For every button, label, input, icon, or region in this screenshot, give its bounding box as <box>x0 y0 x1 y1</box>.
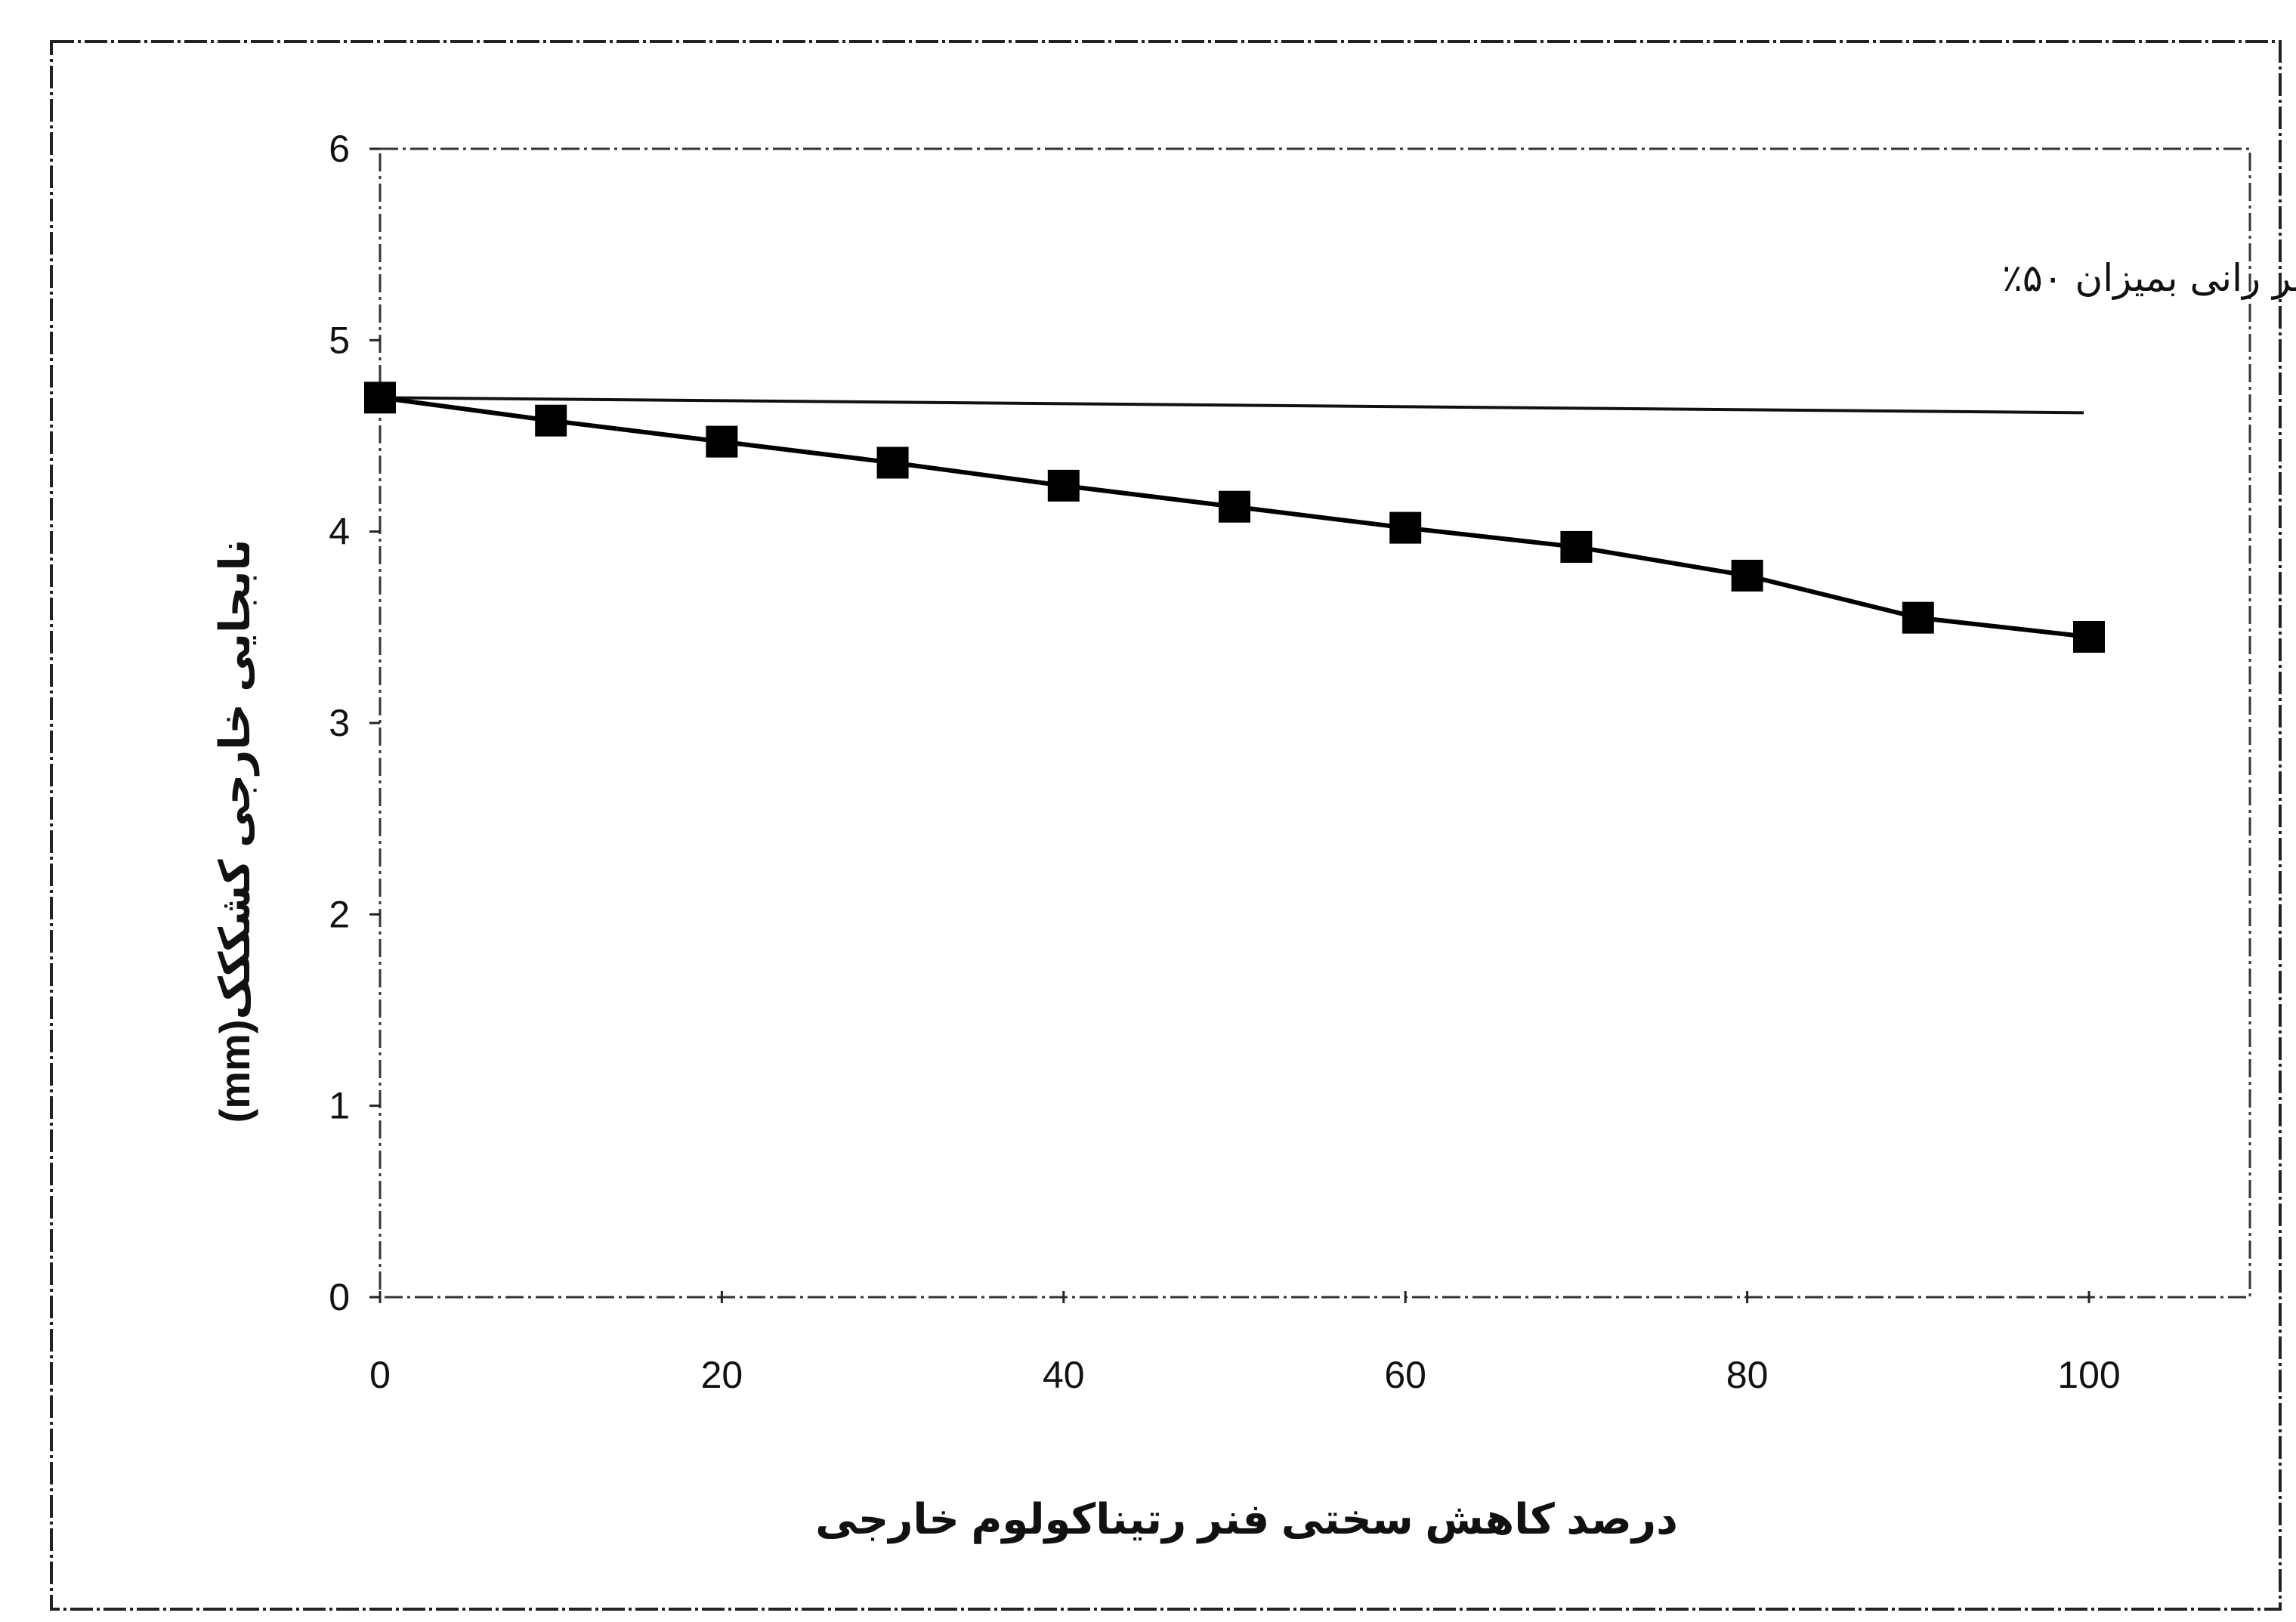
data-point-marker <box>1219 490 1250 523</box>
data-point-marker <box>364 382 396 414</box>
y-tick-label: 3 <box>329 702 350 744</box>
y-tick-label: 6 <box>329 128 350 170</box>
x-tick-label: 100 <box>2057 1354 2120 1396</box>
outer-frame <box>50 40 2282 1611</box>
data-point-marker <box>706 425 738 458</box>
reference-line <box>379 396 2084 415</box>
data-point-marker <box>2073 621 2105 653</box>
y-tick-label: 0 <box>329 1276 350 1318</box>
x-axis-title: درصد کاهش سختی فنر رتیناکولوم خارجی <box>815 1495 1678 1544</box>
data-point-marker <box>1731 559 1763 592</box>
data-point-marker <box>1902 601 1934 634</box>
plot-area-frame <box>379 147 2251 1299</box>
x-tick-label: 40 <box>1043 1354 1085 1396</box>
y-tick-label: 1 <box>329 1085 350 1127</box>
reference-line-layer <box>379 396 2084 415</box>
x-tick-label: 20 <box>701 1354 743 1396</box>
x-tick-label: 80 <box>1726 1354 1769 1396</box>
x-tick-label: 60 <box>1384 1354 1426 1396</box>
data-point-marker <box>535 404 567 437</box>
x-tick-label: 0 <box>369 1354 391 1396</box>
data-point-marker <box>1560 530 1593 563</box>
y-axis-title: نابجایی خارجی کشککک(mm) <box>211 539 260 1123</box>
annotation-text: نابجایی خارجی ناشی از کاهش نیروی عضلات چ… <box>2002 256 2296 301</box>
data-point-marker <box>1047 469 1080 502</box>
data-point-marker <box>876 446 909 479</box>
data-point-marker <box>1389 511 1422 544</box>
series-layer <box>364 382 2105 653</box>
y-tick-label: 4 <box>329 511 350 553</box>
y-tick-label: 2 <box>329 893 350 935</box>
y-tick-label: 5 <box>329 319 350 361</box>
